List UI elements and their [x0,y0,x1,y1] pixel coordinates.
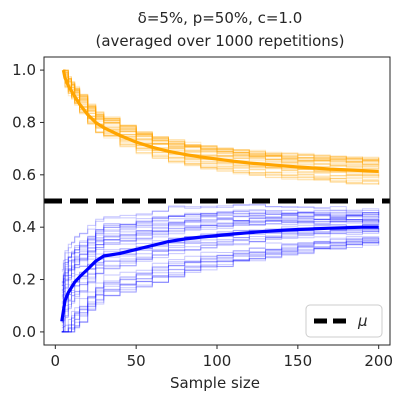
lower-sample-line [61,211,380,287]
upper-sample-line [63,69,380,161]
upper-sample-line [63,69,380,183]
lower-sample-line [61,237,380,333]
chart-title-line1: δ=5%, p=50%, c=1.0 [138,9,303,27]
upper-sample-line [63,69,380,185]
upper-sample-line [63,69,380,185]
upper-sample-line [63,69,380,174]
lower-sample-line [61,237,379,333]
lower-sample-line [61,218,380,304]
upper-sample-line [63,69,380,185]
upper-sample-line [63,69,380,170]
upper-sample-line [63,69,380,163]
upper-sample-line [63,69,380,166]
lower-sample-line [61,240,380,333]
upper-sample-line [63,69,380,164]
lower-sample-line [61,204,380,271]
lower-sample-line [61,240,380,333]
upper-sample-line [63,69,380,162]
lower-sample-line [61,230,380,333]
upper-sample-line [63,69,380,171]
lower-sample-line [61,239,380,333]
lower-sample-line [61,219,380,303]
lower-sample-line [61,243,380,333]
lower-sample-line [61,210,380,283]
lower-sample-line [61,230,380,333]
upper-sample-line [63,69,380,179]
upper-sample-line [63,69,380,161]
lower-sample-line [61,231,380,333]
upper-bound-average-line [61,69,379,173]
lower-sample-line [61,220,380,308]
y-ticks: 0.0 0.2 0.4 0.6 0.8 1.0 [12,61,44,341]
upper-sample-line [63,69,380,160]
upper-sample-line [63,69,380,165]
lower-bound-samples [61,203,380,333]
upper-sample-line [63,69,380,162]
y-tick-label: 1.0 [12,61,36,79]
lower-sample-line [61,228,380,333]
lower-sample-line [61,213,380,291]
upper-sample-line [63,69,380,163]
lower-sample-line [61,216,380,297]
lower-sample-line [61,228,380,329]
upper-sample-line [63,69,380,160]
lower-sample-line [61,216,380,296]
upper-sample-line [63,69,380,167]
y-tick-label: 0.2 [12,271,36,289]
y-tick-label: 0.6 [12,166,36,184]
plot-area [44,69,390,333]
x-tick-label: 0 [51,352,61,370]
legend-label-mu: μ [357,312,368,330]
legend: μ [305,304,383,338]
chart-title-line2: (averaged over 1000 repetitions) [96,32,345,50]
lower-sample-line [61,241,380,333]
y-tick-label: 0.8 [12,113,36,131]
lower-sample-line [61,219,380,308]
upper-sample-line [63,69,380,164]
lower-sample-line [61,213,380,291]
upper-bound-samples [63,69,380,185]
x-tick-label: 150 [284,352,313,370]
lower-sample-line [61,236,380,333]
x-axis-label: Sample size [170,374,260,392]
upper-sample-line [63,69,380,160]
lower-sample-line [61,217,380,299]
x-tick-label: 200 [364,352,393,370]
lower-sample-line [61,228,380,333]
lower-sample-line [61,210,380,284]
x-ticks: 0 50 100 150 200 [51,345,393,370]
upper-sample-line [63,69,380,170]
y-tick-label: 0.0 [12,323,36,341]
lower-sample-line [61,203,380,272]
lower-sample-line [61,219,380,304]
lower-sample-line [61,215,380,293]
lower-sample-line [61,241,380,333]
lower-bound-average-line [60,225,379,322]
upper-sample-line [63,69,380,163]
y-tick-label: 0.4 [12,218,36,236]
upper-sample-line [63,69,380,184]
upper-sample-line [63,69,380,166]
upper-sample-line [63,69,380,168]
lower-sample-line [61,209,380,283]
upper-sample-line [63,69,380,162]
series-layer [60,69,379,322]
upper-sample-line [63,69,380,164]
upper-sample-line [63,69,380,165]
lower-sample-line [61,241,380,333]
upper-sample-line [63,69,380,160]
x-tick-label: 100 [203,352,232,370]
upper-sample-line [63,69,380,185]
upper-sample-line [63,69,380,168]
lower-sample-line [61,237,380,333]
lower-sample-line [61,212,380,286]
lower-sample-line [61,237,380,333]
lower-sample-line [61,241,380,333]
x-tick-label: 50 [127,352,146,370]
upper-sample-line [63,69,380,181]
upper-sample-line [63,69,380,165]
lower-sample-line [61,217,380,297]
lower-sample-line [61,211,380,286]
